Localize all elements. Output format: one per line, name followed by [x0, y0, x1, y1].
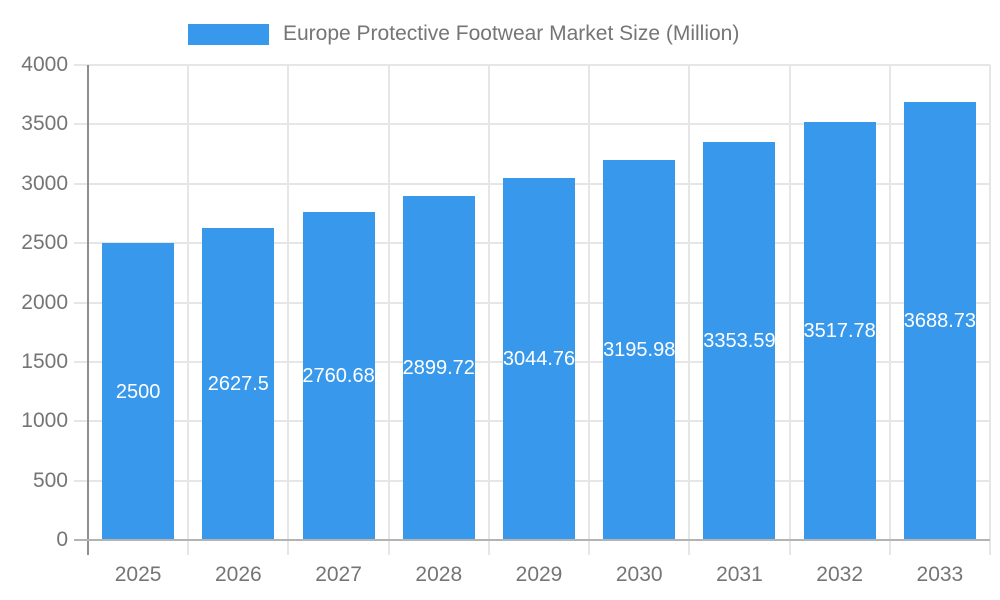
x-axis-tick-label: 2026 — [214, 563, 262, 586]
bar-value-label: 3688.73 — [903, 309, 977, 332]
y-gridline — [74, 123, 990, 126]
bar — [503, 178, 575, 540]
legend-label: Europe Protective Footwear Market Size (… — [283, 22, 740, 45]
bar — [102, 243, 175, 540]
x-axis-tick-label: 2025 — [114, 563, 162, 586]
y-axis-tick-label: 3000 — [21, 171, 68, 195]
bar-value-label: 3195.98 — [603, 339, 676, 362]
x-gridline — [788, 65, 791, 555]
x-axis-tick-label: 2032 — [816, 563, 864, 586]
x-gridline — [588, 65, 591, 555]
legend: Europe Protective Footwear Market Size (… — [188, 18, 739, 50]
x-gridline — [688, 65, 691, 555]
y-axis-line — [87, 65, 89, 555]
bar-value-label: 3517.78 — [803, 320, 876, 343]
y-axis-tick-label: 1500 — [21, 349, 68, 373]
bar-value-label: 2899.72 — [402, 356, 475, 379]
y-axis-tick-label: 1000 — [21, 409, 68, 433]
bar-value-label: 2627.5 — [207, 372, 269, 395]
x-axis-tick-label: 2033 — [916, 563, 964, 586]
bar-value-label: 3044.76 — [502, 348, 576, 371]
x-gridline — [287, 65, 290, 555]
y-axis-tick-label: 3500 — [21, 112, 68, 136]
y-axis-tick-label: 2000 — [21, 290, 68, 314]
bar — [703, 141, 776, 540]
y-axis-tick-label: 500 — [32, 468, 68, 492]
x-gridline — [187, 65, 190, 555]
x-gridline — [487, 65, 490, 555]
x-gridline — [888, 65, 891, 555]
bar-value-label: 2500 — [115, 380, 161, 403]
x-axis-tick-label: 2031 — [716, 563, 763, 586]
bar — [302, 212, 375, 540]
x-axis-tick-label: 2028 — [415, 563, 463, 586]
bar-value-label: 3353.59 — [703, 329, 776, 352]
y-axis-tick-label: 2500 — [21, 231, 68, 255]
bar — [603, 160, 676, 540]
x-gridline — [387, 65, 390, 555]
x-axis-line — [74, 539, 990, 541]
x-gridline — [989, 65, 991, 555]
x-axis-tick-label: 2027 — [315, 563, 362, 586]
y-gridline — [74, 64, 990, 66]
bar — [402, 195, 475, 540]
bar — [202, 227, 275, 540]
x-axis-tick-label: 2029 — [515, 563, 563, 586]
y-axis-tick-label: 0 — [56, 528, 68, 551]
bar — [803, 122, 876, 540]
y-axis-tick-label: 4000 — [21, 53, 68, 76]
legend-swatch — [188, 23, 269, 45]
bar — [903, 101, 976, 540]
bar-value-label: 2760.68 — [302, 365, 375, 388]
x-axis-tick-label: 2030 — [615, 563, 663, 586]
